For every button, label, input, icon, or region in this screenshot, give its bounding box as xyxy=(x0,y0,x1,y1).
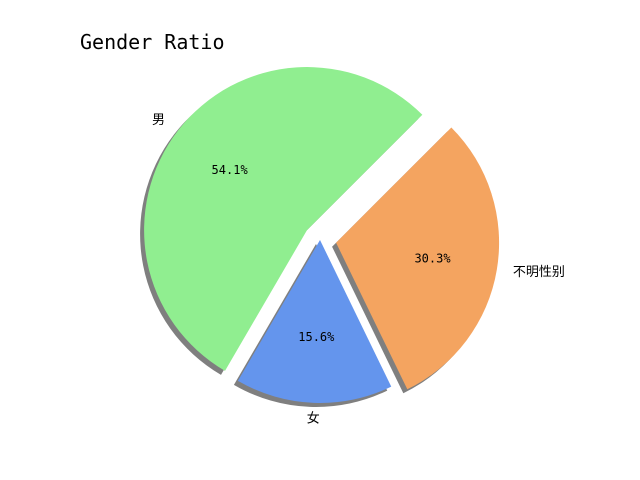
category-label-unknown: 不明性别 xyxy=(513,265,565,280)
slice-female xyxy=(237,240,392,404)
labels: 男 54.1% 女 15.6% 不明性别 30.3% xyxy=(152,113,565,427)
category-label-female: 女 xyxy=(307,411,320,427)
percent-label-unknown: 30.3% xyxy=(414,251,451,265)
percent-label-male: 54.1% xyxy=(212,163,249,177)
slice-unknown xyxy=(336,127,500,390)
slices xyxy=(144,67,500,404)
category-label-male: 男 xyxy=(152,113,165,128)
chart-title: Gender Ratio xyxy=(80,30,225,54)
percent-label-female: 15.6% xyxy=(298,330,335,344)
slice-male xyxy=(144,67,423,371)
